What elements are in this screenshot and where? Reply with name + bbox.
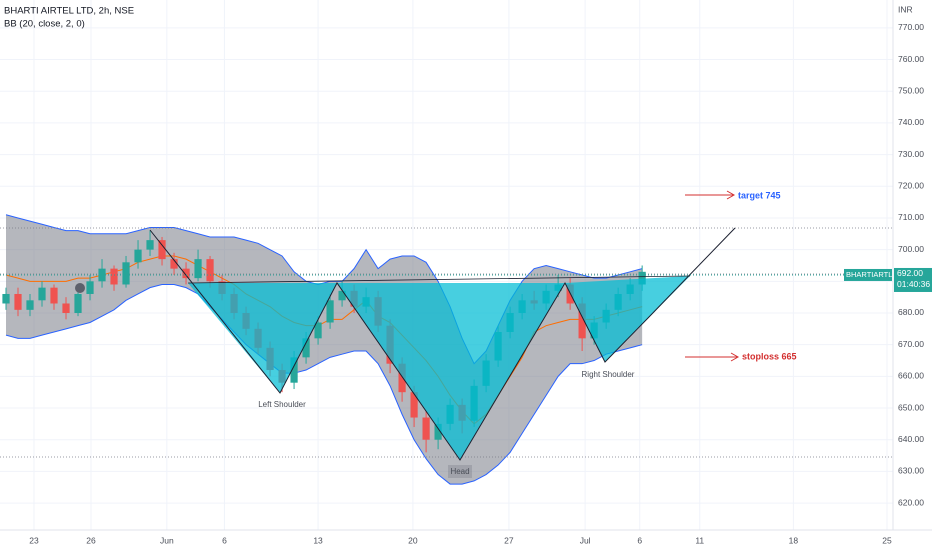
y-tick-label: 700.00: [898, 244, 924, 254]
right-shoulder-shape: [565, 276, 690, 362]
x-tick-label: 20: [408, 535, 418, 545]
y-tick-label: 640.00: [898, 434, 924, 444]
x-tick-label: Jul: [580, 535, 591, 545]
x-tick-label: 6: [637, 535, 642, 545]
band-upper: [5, 214, 643, 365]
y-tick-label: 670.00: [898, 339, 924, 349]
stoploss-label: stoploss 665: [742, 351, 797, 361]
head-label: Head: [450, 467, 469, 476]
candle-body: [14, 293, 22, 310]
x-tick-label: 23: [29, 535, 39, 545]
price-tag: [894, 267, 932, 292]
y-tick-label: 650.00: [898, 402, 924, 412]
head-and-shoulders: target 745 stoploss 665 Left Shoulder He…: [75, 190, 797, 478]
pattern-outline: [149, 227, 736, 461]
candle-body: [578, 303, 586, 339]
candle-body: [194, 259, 202, 279]
x-tick-label: 11: [695, 535, 704, 545]
candle-body: [158, 240, 166, 260]
target-label: target 745: [738, 190, 781, 200]
y-tick-label: 720.00: [898, 181, 924, 191]
symbol-label: BHARTIARTL: [846, 270, 892, 279]
candle-body: [314, 322, 322, 339]
y-tick-label: 740.00: [898, 117, 924, 127]
y-tick-label: 660.00: [898, 371, 924, 381]
x-tick-label: 13: [313, 535, 323, 545]
candle-body: [26, 300, 34, 310]
candle-body: [146, 240, 154, 250]
y-tick-label: 760.00: [898, 54, 924, 64]
x-tick-label: 26: [86, 535, 96, 545]
pattern: [0, 227, 893, 458]
head-shape: [337, 283, 565, 460]
arrow-head: [730, 352, 740, 362]
x-tick-label: 18: [789, 535, 799, 545]
x-tick-label: 25: [882, 535, 892, 545]
candle-body: [206, 259, 214, 282]
y-tick-label: 630.00: [898, 466, 924, 476]
band-lower: [5, 283, 643, 485]
candle-body: [182, 268, 190, 279]
y-tick-label: 680.00: [898, 307, 924, 317]
earnings-marker: [75, 283, 85, 293]
left-shoulder-shape: [188, 283, 337, 393]
candle-body: [398, 363, 406, 393]
candle-body: [122, 262, 130, 285]
x-tick-label: 27: [504, 535, 514, 545]
candle-body: [302, 338, 310, 358]
y-tick-label: 620.00: [898, 497, 924, 507]
symbol-tag: [844, 268, 892, 281]
y-tick-label: 770.00: [898, 22, 924, 32]
left-shoulder-label: Left Shoulder: [258, 400, 306, 409]
label-box: [448, 465, 472, 478]
indicator-label: BB (20, close, 2, 0): [4, 19, 85, 30]
y-tick-label: 730.00: [898, 149, 924, 159]
candle-body: [134, 249, 142, 263]
candle-body: [326, 300, 334, 323]
candle-body: [38, 287, 46, 301]
candle-body: [338, 290, 346, 301]
candle-body: [410, 392, 418, 418]
axes: 620.00 630.00 640.00 650.00 660.00 670.00 680.…: [0, 22, 932, 545]
candle-body: [86, 281, 94, 294]
right-shoulder-label: Right Shoulder: [582, 370, 635, 379]
candle-body: [2, 293, 10, 304]
candle-body: [638, 271, 646, 285]
candle-body: [110, 268, 118, 285]
y-tick-label: 750.00: [898, 85, 924, 95]
x-tick-label: Jun: [160, 535, 174, 545]
candle-body: [62, 303, 70, 313]
candle-body: [422, 417, 430, 440]
candle-body: [434, 423, 442, 440]
candle-body: [290, 357, 298, 383]
currency: INR: [898, 4, 913, 14]
arrow-head: [726, 190, 736, 200]
last-price-label: 692.00: [897, 268, 923, 278]
neckline: [187, 275, 691, 284]
candle-body: [50, 287, 58, 304]
y-tick-label: 710.00: [898, 212, 924, 222]
candle-body: [74, 293, 82, 313]
countdown-label: 01:40:36: [897, 279, 930, 289]
chart-title: BHARTI AIRTEL LTD, 2h, NSE: [4, 6, 134, 17]
x-tick-label: 6: [222, 535, 227, 545]
candle-body: [170, 259, 178, 269]
